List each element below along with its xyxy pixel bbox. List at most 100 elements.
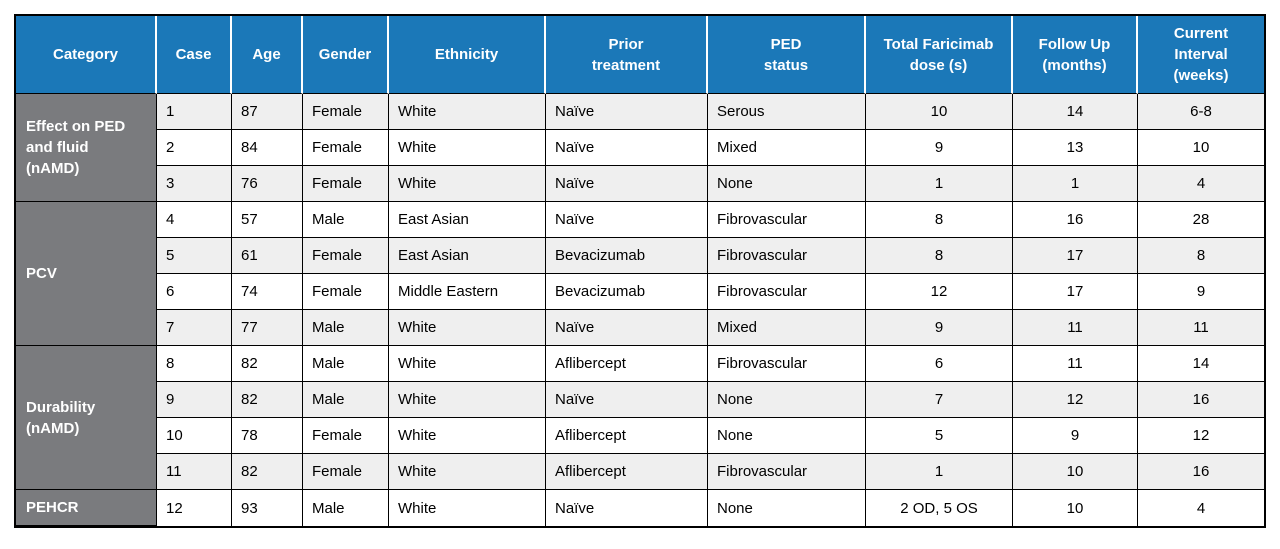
cell-total-dose: 9: [866, 130, 1013, 166]
table-row: 10 78 Female White Aflibercept None 5 9 …: [16, 418, 1264, 454]
cell-total-dose: 5: [866, 418, 1013, 454]
header-ethnicity: Ethnicity: [389, 16, 546, 94]
cell-follow-up: 17: [1013, 238, 1138, 274]
cell-age: 61: [232, 238, 303, 274]
cell-gender: Female: [303, 130, 389, 166]
category-cell-pcv: PCV: [16, 202, 157, 346]
cell-gender: Male: [303, 202, 389, 238]
header-row: Category Case Age Gender Ethnicity Prior…: [16, 16, 1264, 94]
cell-age: 78: [232, 418, 303, 454]
cell-total-dose: 9: [866, 310, 1013, 346]
header-current-interval: Current Interval (weeks): [1138, 16, 1264, 94]
table-row: 7 77 Male White Naïve Mixed 9 11 11: [16, 310, 1264, 346]
header-category: Category: [16, 16, 157, 94]
cell-prior-treatment: Naïve: [546, 94, 708, 130]
header-total-faricimab-dose: Total Faricimab dose (s): [866, 16, 1013, 94]
cell-case: 3: [157, 166, 232, 202]
cell-ethnicity: White: [389, 454, 546, 490]
cell-ped-status: Fibrovascular: [708, 274, 866, 310]
cell-case: 6: [157, 274, 232, 310]
table-row: 3 76 Female White Naïve None 1 1 4: [16, 166, 1264, 202]
cell-age: 82: [232, 382, 303, 418]
cell-ped-status: Mixed: [708, 130, 866, 166]
cell-current-interval: 11: [1138, 310, 1264, 346]
cell-follow-up: 11: [1013, 310, 1138, 346]
cell-current-interval: 4: [1138, 490, 1264, 526]
cell-ethnicity: White: [389, 310, 546, 346]
category-cell-pehcr: PEHCR: [16, 490, 157, 526]
cell-prior-treatment: Naïve: [546, 310, 708, 346]
cell-follow-up: 1: [1013, 166, 1138, 202]
cell-current-interval: 8: [1138, 238, 1264, 274]
cell-prior-treatment: Aflibercept: [546, 346, 708, 382]
cell-follow-up: 13: [1013, 130, 1138, 166]
cell-age: 77: [232, 310, 303, 346]
cell-ped-status: None: [708, 166, 866, 202]
cell-case: 2: [157, 130, 232, 166]
cell-gender: Female: [303, 166, 389, 202]
cell-age: 57: [232, 202, 303, 238]
cell-ethnicity: White: [389, 490, 546, 526]
cell-ethnicity: East Asian: [389, 238, 546, 274]
cell-ethnicity: White: [389, 382, 546, 418]
category-cell-durability: Durability (nAMD): [16, 346, 157, 490]
cell-case: 4: [157, 202, 232, 238]
table-row: PEHCR 12 93 Male White Naïve None 2 OD, …: [16, 490, 1264, 526]
table-row: PCV 4 57 Male East Asian Naïve Fibrovasc…: [16, 202, 1264, 346]
table-row: 9 82 Male White Naïve None 7 12 16: [16, 382, 1264, 418]
table-row: 5 61 Female East Asian Bevacizumab Fibro…: [16, 238, 1264, 274]
cell-ped-status: Serous: [708, 94, 866, 130]
cell-prior-treatment: Aflibercept: [546, 418, 708, 454]
header-gender: Gender: [303, 16, 389, 94]
cell-follow-up: 10: [1013, 454, 1138, 490]
cell-age: 74: [232, 274, 303, 310]
table-row: 2 84 Female White Naïve Mixed 9 13 10: [16, 130, 1264, 166]
cell-ped-status: None: [708, 382, 866, 418]
cell-gender: Female: [303, 238, 389, 274]
cell-total-dose: 1: [866, 454, 1013, 490]
cell-prior-treatment: Naïve: [546, 490, 708, 526]
cell-follow-up: 14: [1013, 94, 1138, 130]
cell-ped-status: Mixed: [708, 310, 866, 346]
cell-gender: Female: [303, 418, 389, 454]
cell-gender: Female: [303, 454, 389, 490]
cell-total-dose: 8: [866, 238, 1013, 274]
cell-case: 1: [157, 94, 232, 130]
cell-ped-status: Fibrovascular: [708, 454, 866, 490]
cell-follow-up: 16: [1013, 202, 1138, 238]
cell-case: 5: [157, 238, 232, 274]
cell-ethnicity: White: [389, 166, 546, 202]
cell-ethnicity: East Asian: [389, 202, 546, 238]
cell-ped-status: None: [708, 418, 866, 454]
cell-age: 84: [232, 130, 303, 166]
cell-age: 87: [232, 94, 303, 130]
cell-total-dose: 2 OD, 5 OS: [866, 490, 1013, 526]
cell-prior-treatment: Naïve: [546, 382, 708, 418]
cell-current-interval: 16: [1138, 454, 1264, 490]
cell-prior-treatment: Naïve: [546, 130, 708, 166]
table-row: Effect on PED and fluid (nAMD) 1 87 Fema…: [16, 94, 1264, 202]
cell-current-interval: 10: [1138, 130, 1264, 166]
cell-prior-treatment: Naïve: [546, 202, 708, 238]
header-follow-up: Follow Up (months): [1013, 16, 1138, 94]
cell-total-dose: 12: [866, 274, 1013, 310]
cell-total-dose: 1: [866, 166, 1013, 202]
category-cell-effect-on-ped: Effect on PED and fluid (nAMD): [16, 94, 157, 202]
header-ped-status: PED status: [708, 16, 866, 94]
cell-prior-treatment: Naïve: [546, 166, 708, 202]
cell-total-dose: 6: [866, 346, 1013, 382]
cell-ethnicity: White: [389, 418, 546, 454]
cell-prior-treatment: Aflibercept: [546, 454, 708, 490]
cell-age: 76: [232, 166, 303, 202]
cell-ethnicity: White: [389, 130, 546, 166]
cell-case: 10: [157, 418, 232, 454]
cell-current-interval: 6-8: [1138, 94, 1264, 130]
cell-current-interval: 9: [1138, 274, 1264, 310]
cell-follow-up: 11: [1013, 346, 1138, 382]
cell-gender: Male: [303, 310, 389, 346]
cell-prior-treatment: Bevacizumab: [546, 238, 708, 274]
cell-gender: Male: [303, 346, 389, 382]
cell-case: 12: [157, 490, 232, 526]
cell-follow-up: 17: [1013, 274, 1138, 310]
cell-prior-treatment: Bevacizumab: [546, 274, 708, 310]
